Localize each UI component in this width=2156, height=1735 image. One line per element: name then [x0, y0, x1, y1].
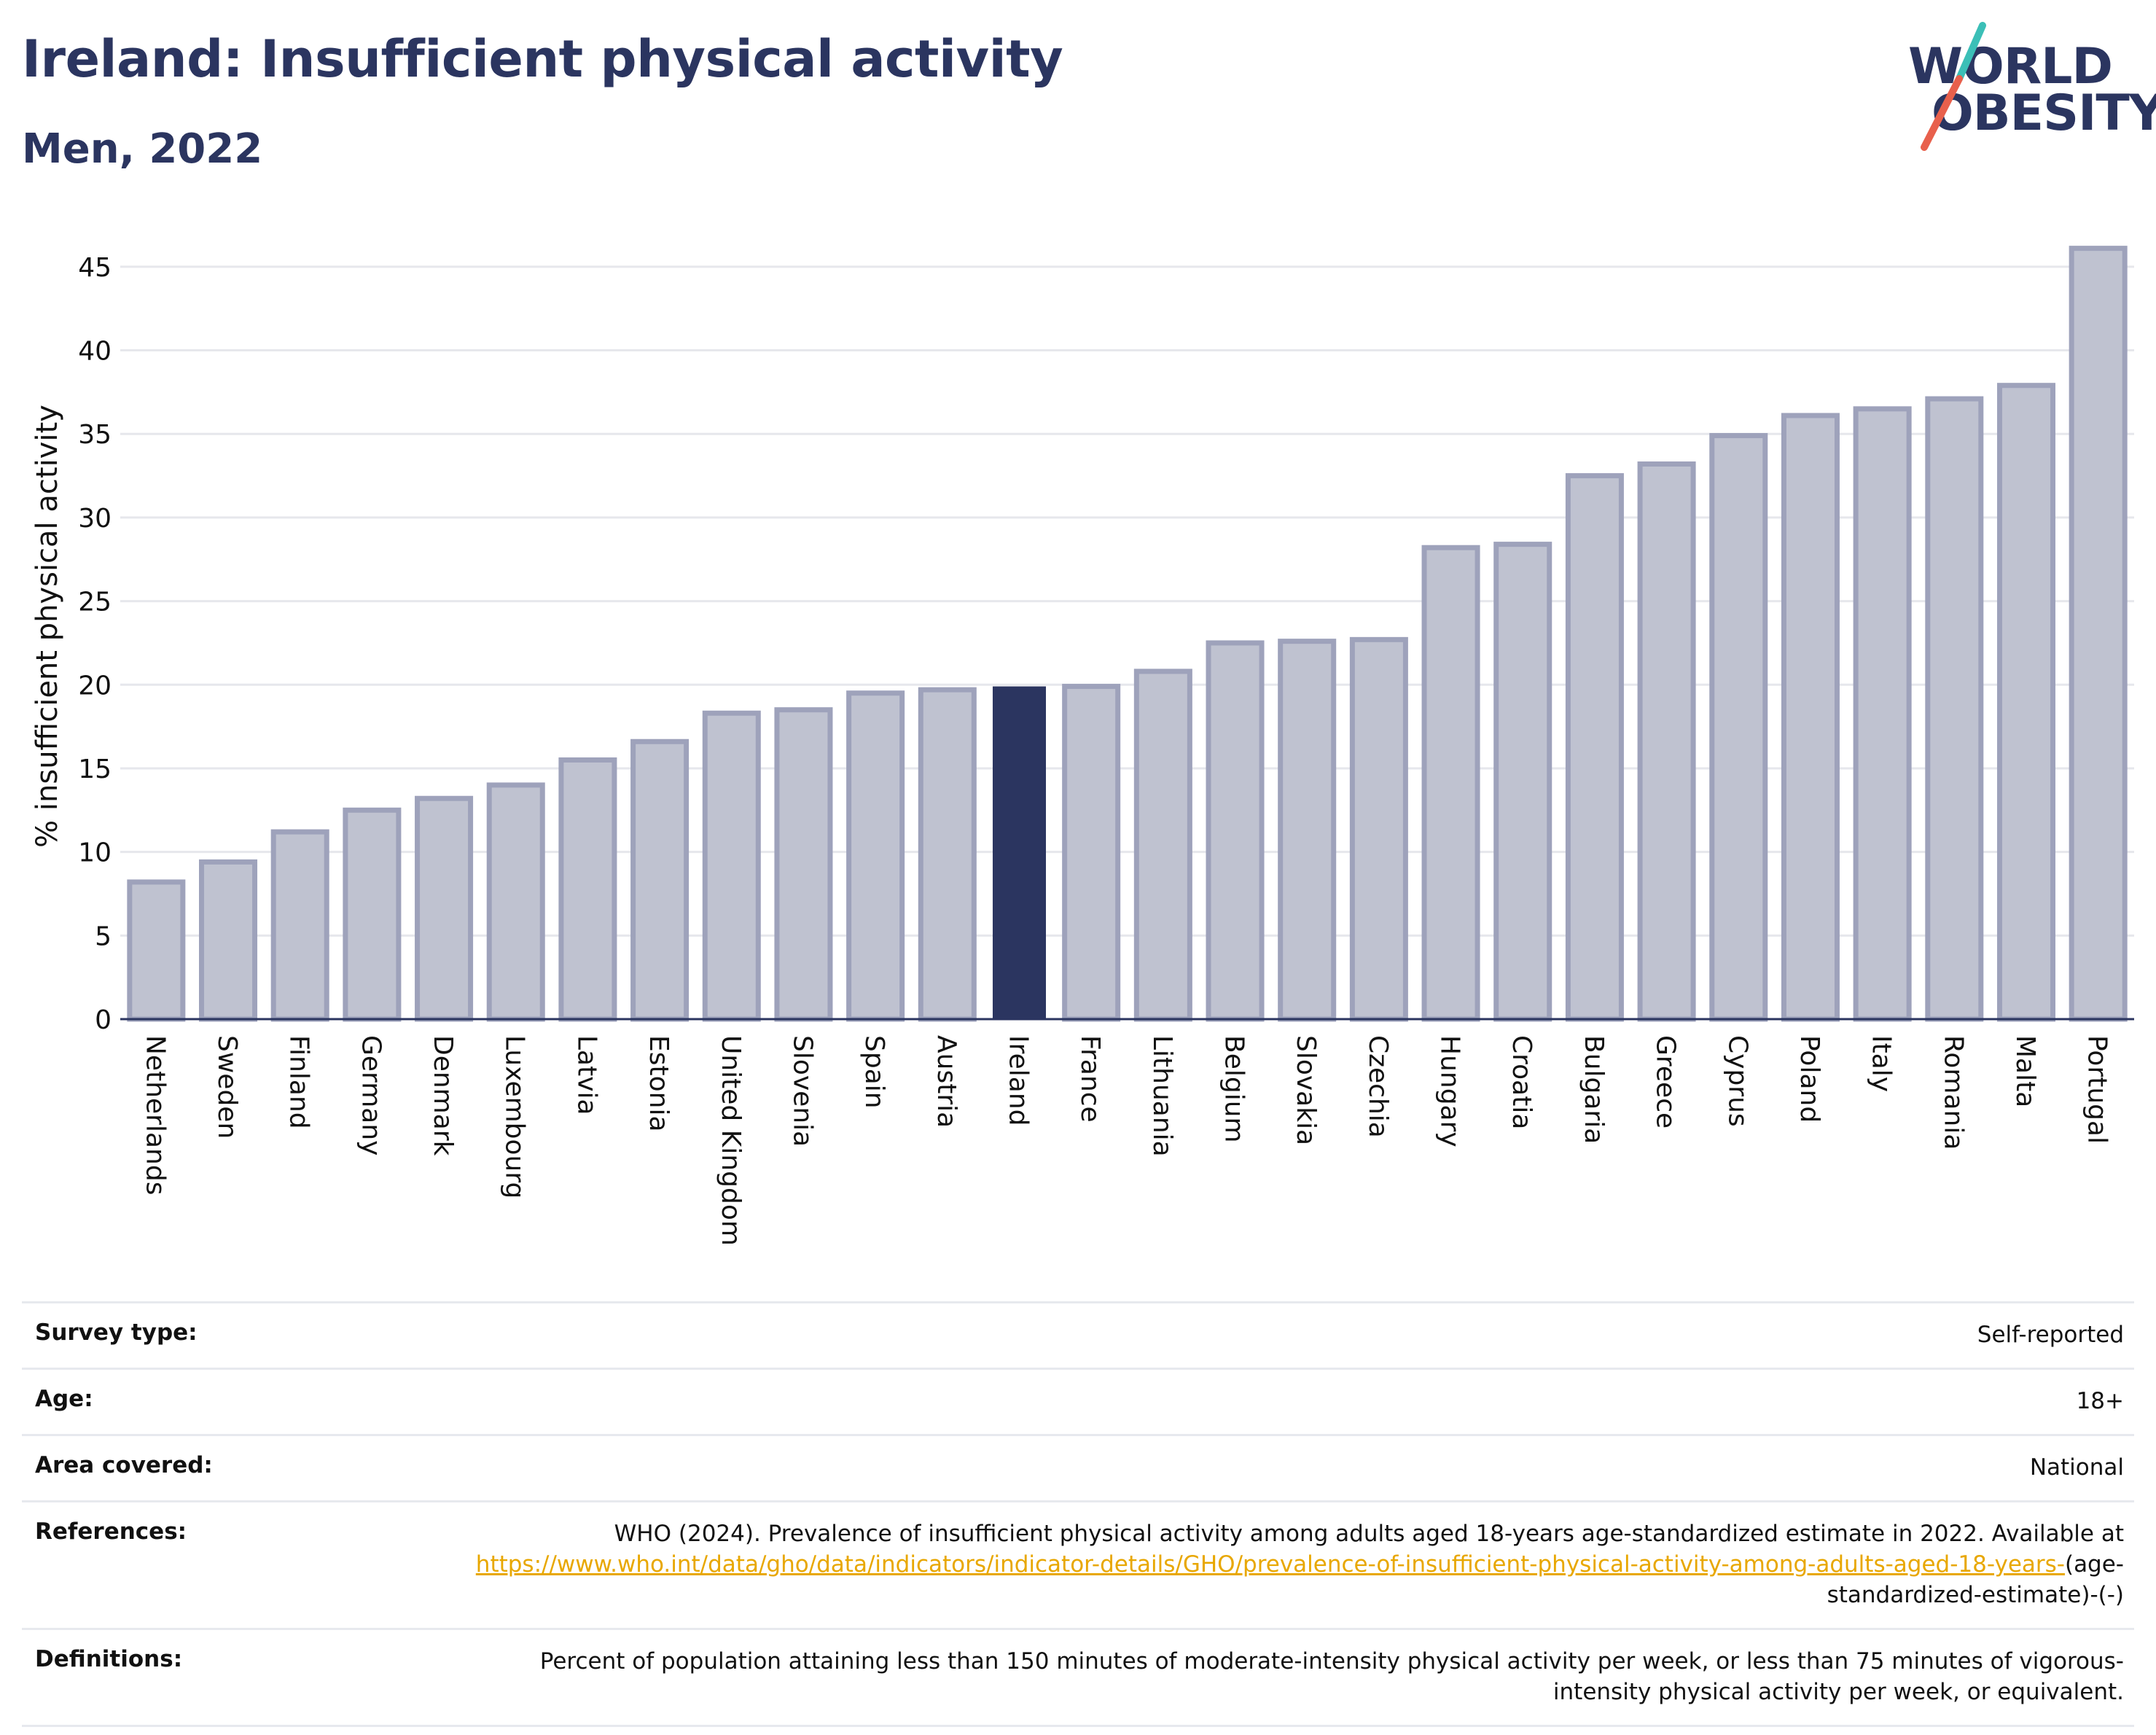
area-value: National: [2029, 1454, 2124, 1481]
bar-czechia: [1349, 636, 1408, 1022]
x-tick-label: Slovakia: [1291, 1035, 1321, 1145]
x-tick-label: Greece: [1651, 1035, 1681, 1128]
x-tick-label: Bulgaria: [1579, 1035, 1609, 1144]
x-tick-label: Spain: [859, 1035, 889, 1109]
references-text: WHO (2024). Prevalence of insufficient p…: [614, 1521, 2124, 1547]
bar-finland: [270, 829, 329, 1022]
x-tick-label: Italy: [1867, 1035, 1897, 1092]
bar-greece: [1637, 461, 1696, 1022]
y-tick-label: 10: [78, 838, 112, 868]
y-tick-label: 15: [78, 755, 112, 784]
info-row-survey-type: Survey type: Self-reported: [22, 1301, 2134, 1368]
logo-line-2: OBESITY: [1932, 85, 2156, 142]
x-tick-label: Austria: [931, 1035, 961, 1128]
bar-austria: [918, 687, 977, 1022]
page-title: Ireland: Insufficient physical activity: [22, 29, 1063, 89]
x-tick-label: Ireland: [1003, 1035, 1033, 1126]
y-tick-label: 20: [78, 671, 112, 701]
age-label: Age:: [35, 1386, 93, 1412]
x-tick-label: Croatia: [1507, 1035, 1536, 1129]
x-tick-label: United Kingdom: [716, 1035, 746, 1246]
survey-type-label: Survey type:: [35, 1319, 198, 1346]
bar-italy: [1853, 406, 1912, 1022]
references-label: References:: [35, 1518, 187, 1545]
bar-cyprus: [1709, 433, 1768, 1022]
info-row-definitions: Definitions: Percent of population attai…: [22, 1628, 2134, 1727]
page-subtitle: Men, 2022: [22, 125, 263, 173]
y-tick-label: 40: [78, 337, 112, 367]
x-tick-label: Netherlands: [140, 1035, 170, 1195]
info-table: Survey type: Self-reported Age: 18+ Area…: [22, 1301, 2134, 1727]
bar-netherlands: [127, 879, 186, 1022]
bar-sweden: [199, 859, 258, 1022]
x-tick-label: Malta: [2010, 1035, 2040, 1107]
y-tick-label: 25: [78, 588, 112, 617]
bar-hungary: [1421, 545, 1480, 1022]
bar-portugal: [2069, 246, 2128, 1022]
definitions-value: Percent of population attaining less tha…: [539, 1648, 2124, 1705]
x-tick-label: Poland: [1794, 1035, 1824, 1123]
references-suffix: (age-standardized-estimate)-(-): [1827, 1551, 2124, 1608]
bar-poland: [1781, 413, 1840, 1022]
bar-latvia: [558, 757, 617, 1022]
bar-germany: [343, 807, 402, 1022]
references-link[interactable]: https://www.who.int/data/gho/data/indica…: [475, 1551, 2065, 1578]
y-tick-label: 45: [78, 253, 112, 283]
bar-luxembourg: [486, 782, 545, 1022]
x-tick-label: Luxembourg: [500, 1035, 530, 1198]
x-tick-label: Denmark: [428, 1035, 458, 1156]
area-label: Area covered:: [35, 1452, 213, 1478]
bar-chart: 0 5 10 15 20 25 30 35 40 45 % insufficient physica…: [31, 246, 2134, 1246]
bar-estonia: [630, 738, 690, 1022]
x-tick-label: Czechia: [1363, 1035, 1393, 1138]
info-row-area: Area covered: National: [22, 1434, 2134, 1500]
bar-denmark: [415, 795, 474, 1022]
x-tick-label: Portugal: [2082, 1035, 2112, 1144]
definitions-label: Definitions:: [35, 1646, 183, 1672]
y-tick-label: 35: [78, 420, 112, 450]
bar-belgium: [1206, 640, 1265, 1022]
bar-slovenia: [774, 707, 833, 1022]
x-tick-label: Hungary: [1435, 1035, 1465, 1147]
bar-malta: [1996, 383, 2055, 1022]
x-tick-label: Romania: [1938, 1035, 1968, 1150]
bar-romania: [1925, 396, 1984, 1022]
x-tick-label: Germany: [356, 1035, 386, 1155]
survey-type-value: Self-reported: [1977, 1322, 2124, 1348]
x-tick-label: Cyprus: [1722, 1035, 1752, 1127]
logo-line-1: WORLD: [1908, 38, 2113, 95]
bar-france: [1062, 684, 1121, 1022]
bar-bulgaria: [1565, 473, 1624, 1022]
x-tick-label: Lithuania: [1147, 1035, 1177, 1157]
x-tick-label: Finland: [284, 1035, 314, 1129]
x-tick-label: France: [1075, 1035, 1105, 1123]
y-axis-label: % insufficient physical activity: [31, 405, 64, 848]
x-tick-label: Belgium: [1219, 1035, 1249, 1143]
info-row-references: References: WHO (2024). Prevalence of in…: [22, 1500, 2134, 1628]
bar-croatia: [1493, 542, 1552, 1022]
bar-united-kingdom: [702, 710, 761, 1022]
x-tick-label: Estonia: [644, 1035, 673, 1132]
info-row-age: Age: 18+: [22, 1368, 2134, 1434]
y-tick-label: 0: [95, 1005, 112, 1035]
bar-lithuania: [1133, 668, 1192, 1022]
x-tick-label: Slovenia: [787, 1035, 817, 1147]
y-tick-label: 30: [78, 504, 112, 534]
bar-slovakia: [1278, 639, 1337, 1022]
age-value: 18+: [2076, 1388, 2124, 1414]
y-tick-label: 5: [95, 921, 112, 951]
references-value: WHO (2024). Prevalence of insufficient p…: [448, 1518, 2124, 1610]
world-obesity-logo: WORLD OBESITY: [1895, 22, 2156, 153]
x-tick-label: Sweden: [212, 1035, 242, 1139]
x-tick-label: Latvia: [571, 1035, 601, 1115]
bar-ireland: [992, 686, 1046, 1019]
bar-spain: [846, 690, 905, 1022]
logo-slash-icon: [1921, 22, 1986, 151]
